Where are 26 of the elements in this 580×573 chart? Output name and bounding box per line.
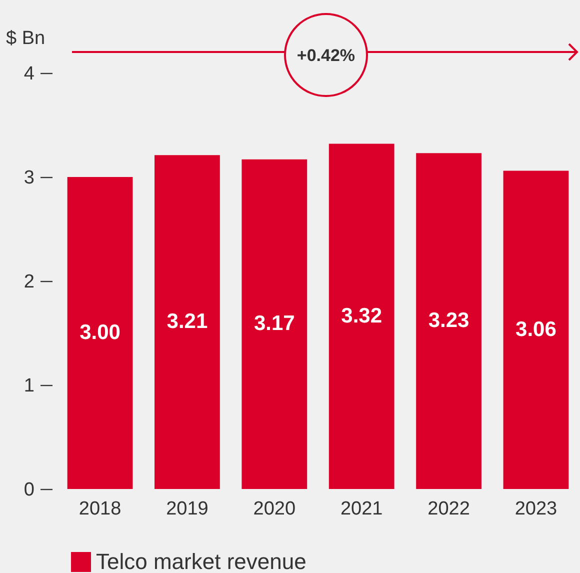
y-tick-label: 3 xyxy=(24,168,34,188)
x-tick-label: 2022 xyxy=(428,498,470,520)
y-tick-label: 1 xyxy=(24,376,34,396)
data-label: 3.23 xyxy=(428,309,470,332)
legend-label: Telco market revenue xyxy=(96,549,306,573)
bar xyxy=(67,177,133,489)
x-tick-label: 2018 xyxy=(78,498,122,520)
bar xyxy=(328,144,394,489)
data-label: 3.21 xyxy=(166,310,208,334)
data-label: 3.00 xyxy=(80,321,120,344)
x-tick-label: 2020 xyxy=(253,498,296,520)
bar xyxy=(503,170,569,489)
text: +0.42% xyxy=(296,46,356,65)
x-tick-label: 2023 xyxy=(514,498,558,520)
data-label: 3.32 xyxy=(341,304,382,328)
bar xyxy=(242,159,308,489)
x-tick-label: 2019 xyxy=(166,498,208,520)
y-tick-label: 4 xyxy=(24,64,35,84)
bar xyxy=(416,153,482,489)
bar xyxy=(154,155,220,489)
data-label: 3.06 xyxy=(516,318,556,341)
y-tick-label: 0 xyxy=(24,480,34,500)
y-tick-label: 2 xyxy=(24,272,34,292)
data-label: 3.17 xyxy=(254,312,295,336)
y-axis-title: $ Bn xyxy=(6,28,46,49)
x-tick-label: 2021 xyxy=(340,498,383,520)
